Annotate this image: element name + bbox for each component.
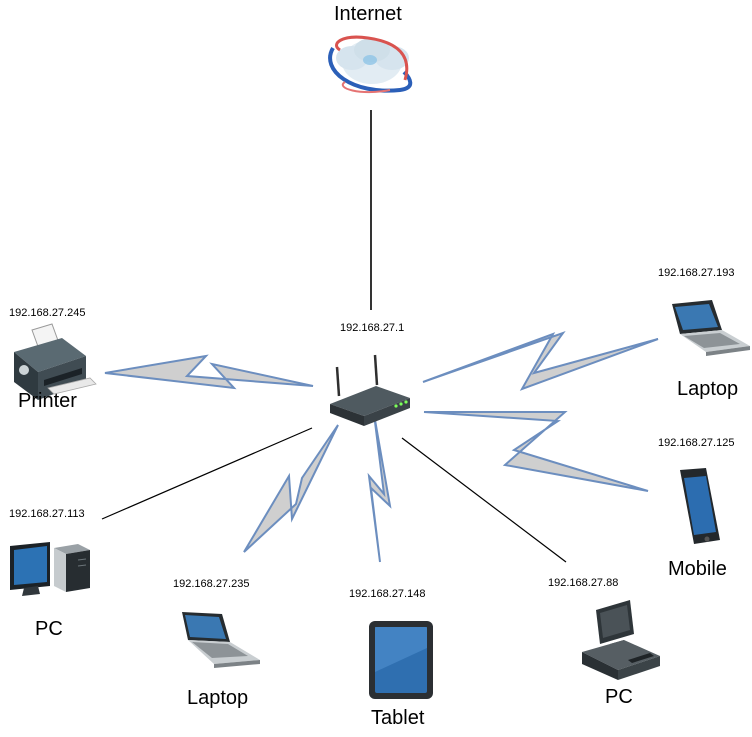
printer-label: Printer [18,390,77,412]
wireless-tablet [367,413,392,563]
laptop-right-ip-label: 192.168.27.193 [658,267,735,279]
wire-router-pc-right [401,437,567,563]
router-ip-label: 192.168.27.1 [340,322,405,334]
laptop-right-label: Laptop [677,378,739,400]
wireless-mobile [423,411,649,492]
printer-icon [14,323,97,400]
router-icon [330,354,410,426]
mobile-ip-label: 192.168.27.125 [658,437,735,449]
mobile-label: Mobile [668,558,727,580]
pc-right-icon [582,600,660,680]
wire-router-pc-left [101,427,313,520]
wireless-laptop-bottom [243,424,339,553]
printer-ip-label: 192.168.27.245 [9,307,86,319]
laptop-right-icon [672,300,750,356]
wireless-laptop-right [422,331,659,391]
tablet-icon [369,621,433,699]
wireless-printer [104,354,314,390]
pc-left-label: PC [35,618,63,640]
internet-label: Internet [334,3,402,25]
pc-right-label: PC [605,686,633,708]
laptop-bottom-label: Laptop [187,687,249,709]
tablet-ip-label: 192.168.27.148 [349,588,426,600]
laptop-bottom-ip-label: 192.168.27.235 [173,578,250,590]
pc-left-icon [10,542,90,596]
mobile-icon [680,468,720,544]
wireless-links [104,331,659,563]
laptop-bottom-icon [182,612,260,668]
internet-cloud-icon [328,35,413,94]
pc-right-ip-label: 192.168.27.88 [548,577,619,589]
pc-left-ip-label: 192.168.27.113 [9,508,85,520]
tablet-label: Tablet [371,707,425,729]
